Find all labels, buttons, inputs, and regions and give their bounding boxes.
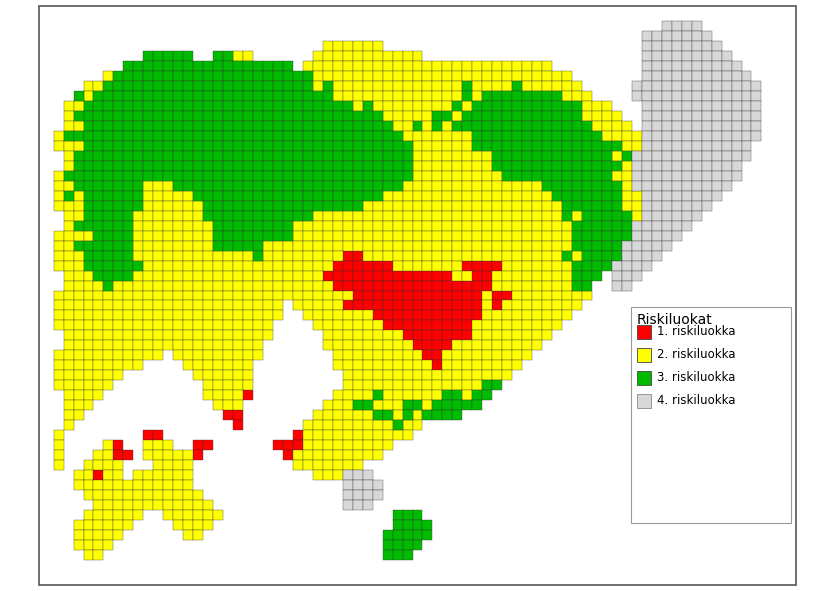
Bar [636, 325, 650, 339]
Text: 2. riskiluokka: 2. riskiluokka [656, 348, 735, 361]
Bar [630, 307, 792, 523]
Bar [636, 371, 650, 385]
Text: 1. riskiluokka: 1. riskiluokka [656, 325, 735, 338]
Text: 3. riskiluokka: 3. riskiluokka [656, 371, 735, 384]
Text: 4. riskiluokka: 4. riskiluokka [656, 394, 735, 407]
Bar [636, 348, 650, 362]
Text: Riskiluokat: Riskiluokat [636, 313, 712, 327]
Bar [636, 394, 650, 408]
